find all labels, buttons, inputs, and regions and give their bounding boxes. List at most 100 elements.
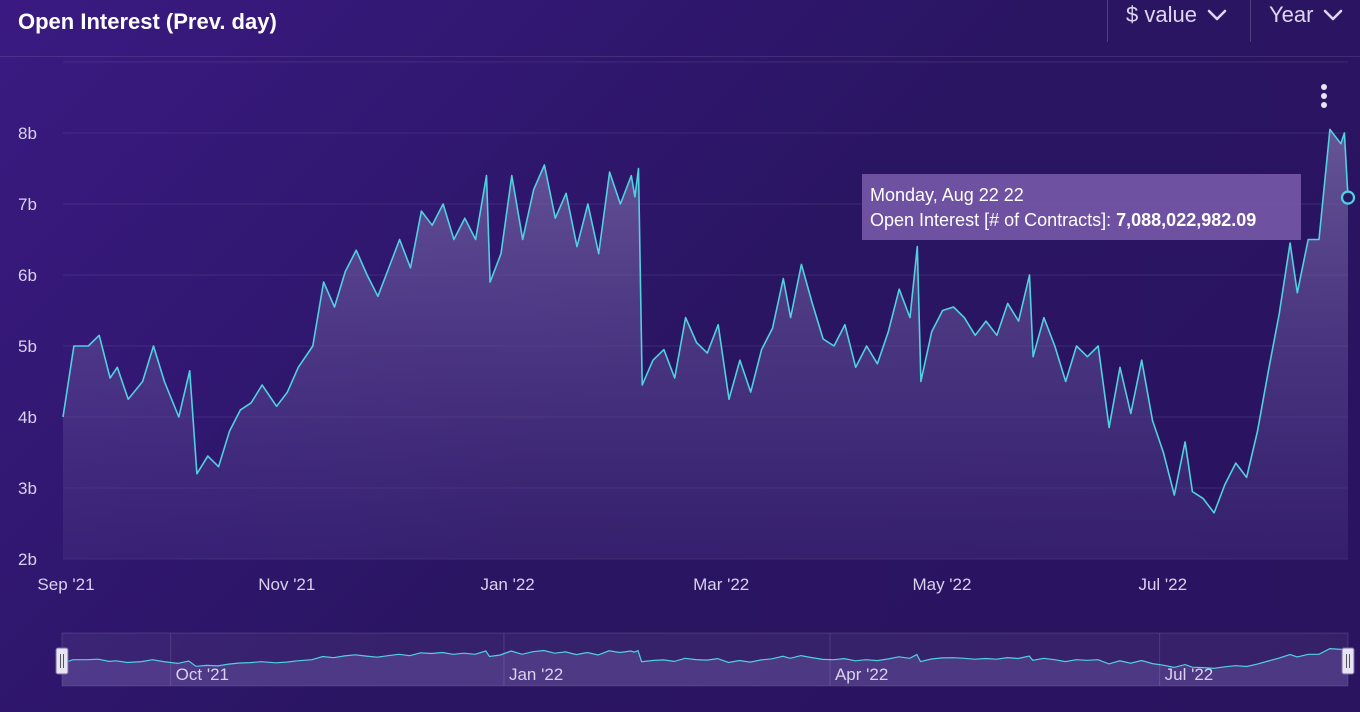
data-point [674, 377, 676, 379]
data-point [178, 416, 180, 418]
data-point [637, 167, 639, 169]
data-point [489, 281, 491, 283]
data-point [87, 345, 89, 347]
data-point [62, 416, 64, 418]
data-point [782, 277, 784, 279]
data-point [1224, 483, 1226, 485]
data-point [163, 380, 165, 382]
data-point [963, 316, 965, 318]
data-point [1340, 142, 1342, 144]
data-point [706, 352, 708, 354]
data-point [543, 164, 545, 166]
y-tick-label: 4b [18, 408, 37, 427]
data-point [641, 384, 643, 386]
data-point [442, 203, 444, 205]
period-dropdown[interactable]: Year [1250, 0, 1360, 42]
data-point [1043, 316, 1045, 318]
data-point [1162, 451, 1164, 453]
data-point [188, 370, 190, 372]
data-point [355, 249, 357, 251]
data-point [474, 238, 476, 240]
x-tick-label: May '22 [912, 575, 971, 594]
data-point [532, 189, 534, 191]
data-point [750, 391, 752, 393]
data-point [876, 363, 878, 365]
data-point [663, 348, 665, 350]
data-point [941, 309, 943, 311]
data-point [898, 288, 900, 290]
data-point [1191, 490, 1193, 492]
x-tick-label: Jul '22 [1138, 575, 1187, 594]
kebab-menu-icon[interactable] [1316, 84, 1332, 114]
data-point [1343, 132, 1345, 134]
plot-area [62, 128, 1356, 559]
navigator-tick-label: Apr '22 [835, 665, 888, 684]
data-point [554, 217, 556, 219]
range-navigator[interactable]: Oct '21 Jan '22 Apr '22 Jul '22 [55, 632, 1355, 687]
data-point [634, 196, 636, 198]
data-point [239, 409, 241, 411]
y-tick-label: 6b [18, 266, 37, 285]
data-point [1007, 302, 1009, 304]
data-point [1028, 274, 1030, 276]
data-point [1054, 345, 1056, 347]
metric-dropdown[interactable]: $ value [1107, 0, 1250, 42]
data-point [1267, 370, 1269, 372]
data-point [916, 245, 918, 247]
data-point [833, 345, 835, 347]
y-tick-label: 7b [18, 195, 37, 214]
data-point [275, 405, 277, 407]
data-point [420, 210, 422, 212]
data-point [217, 466, 219, 468]
data-point [312, 345, 314, 347]
open-interest-chart[interactable]: 2b 3b 4b 5b 6b 7b 8b Sep '21 Nov '21 Jan '22 Mar … [0, 56, 1360, 712]
data-point [684, 316, 686, 318]
data-point [1130, 412, 1132, 414]
data-point [1140, 359, 1142, 361]
data-point [1307, 238, 1309, 240]
data-point [1086, 355, 1088, 357]
tooltip: Monday, Aug 22 22 Open Interest [# of Co… [862, 174, 1301, 240]
highlight-marker [1340, 190, 1356, 205]
tooltip-value: 7,088,022,982.09 [1116, 210, 1257, 230]
data-point [789, 316, 791, 318]
data-point [887, 331, 889, 333]
data-point [1202, 497, 1204, 499]
data-point [771, 327, 773, 329]
data-point [630, 174, 632, 176]
data-point [865, 345, 867, 347]
data-point [1097, 345, 1099, 347]
data-point [1235, 462, 1237, 464]
data-point [322, 281, 324, 283]
data-point [920, 380, 922, 382]
data-point [127, 398, 129, 400]
navigator-tick-label: Jan '22 [509, 665, 563, 684]
data-point [196, 473, 198, 475]
chevron-down-icon [1324, 9, 1343, 21]
navigator-tick-label: Oct '21 [176, 665, 229, 684]
navigator-right-handle[interactable] [1341, 647, 1355, 675]
data-point [228, 430, 230, 432]
data-point [811, 302, 813, 304]
data-point [844, 324, 846, 326]
data-point [1075, 345, 1077, 347]
data-point [760, 348, 762, 350]
data-point [333, 306, 335, 308]
data-point [985, 320, 987, 322]
data-point [695, 341, 697, 343]
data-point [822, 338, 824, 340]
navigator-left-handle[interactable] [55, 647, 69, 675]
data-point [909, 316, 911, 318]
data-point [152, 345, 154, 347]
data-point [565, 192, 567, 194]
data-point [297, 366, 299, 368]
data-point [1318, 238, 1320, 240]
y-axis-labels: 2b 3b 4b 5b 6b 7b 8b [18, 124, 37, 569]
y-tick-label: 3b [18, 479, 37, 498]
navigator-tick-label: Jul '22 [1165, 665, 1214, 684]
data-point [344, 270, 346, 272]
x-tick-label: Jan '22 [480, 575, 534, 594]
series-line [62, 128, 1349, 514]
data-point [522, 238, 524, 240]
data-point [409, 267, 411, 269]
